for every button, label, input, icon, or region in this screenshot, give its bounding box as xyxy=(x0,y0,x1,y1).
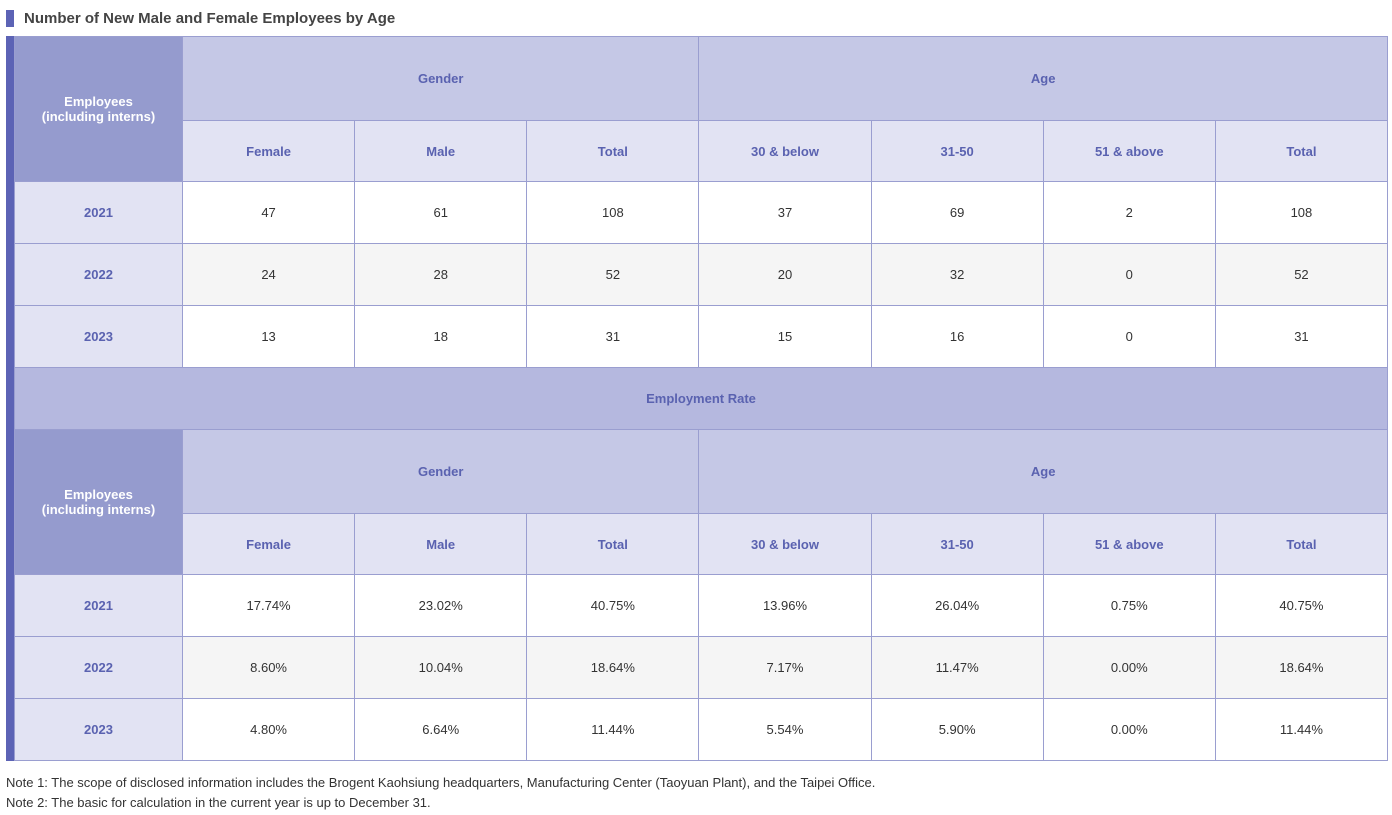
year-cell: 2022 xyxy=(14,636,183,699)
year-cell: 2021 xyxy=(14,574,183,637)
year-cell: 2023 xyxy=(14,698,183,761)
data-row: 2021 17.74% 23.02% 40.75% 13.96% 26.04% 0.75% 4… xyxy=(14,574,1389,637)
data-row: 2022 8.60% 10.04% 18.64% 7.17% 11.47% 0.00% 18.… xyxy=(14,636,1389,699)
cell: 40.75% xyxy=(526,574,700,637)
group-header: Age xyxy=(698,429,1388,514)
cell: 108 xyxy=(526,181,700,244)
header-row: Female Male Total 30 & below 31-50 51 & above… xyxy=(15,120,1389,182)
section-row: Employment Rate xyxy=(14,367,1388,430)
header-row: Employees (including interns) Gender Age xyxy=(14,36,1388,182)
title: Number of New Male and Female Employees … xyxy=(24,9,396,27)
cell: 20 xyxy=(698,243,872,306)
corner-header: Employees (including interns) xyxy=(14,36,183,182)
data-table: Employees (including interns) Gender Age Fe… xyxy=(14,36,1389,761)
cell: 8.60% xyxy=(181,636,356,699)
cell: 52 xyxy=(1214,243,1389,306)
cell: 26.04% xyxy=(870,574,1044,637)
cell: 17.74% xyxy=(181,574,356,637)
column-header: 30 & below xyxy=(698,120,872,182)
cell: 31 xyxy=(1214,305,1389,368)
cell: 61 xyxy=(354,181,528,244)
column-header: 31-50 xyxy=(870,120,1044,182)
table-wrap: Employees (including interns) Gender Age Fe… xyxy=(6,36,1389,761)
column-header: Total xyxy=(1214,513,1389,575)
section-title: Employment Rate xyxy=(14,367,1388,430)
column-header: Total xyxy=(526,513,700,575)
cell: 32 xyxy=(870,243,1044,306)
data-row: 2023 13 18 31 15 16 0 31 xyxy=(14,305,1389,368)
cell: 0.00% xyxy=(1042,636,1216,699)
corner-header: Employees (including interns) xyxy=(14,429,183,575)
cell: 0 xyxy=(1042,305,1216,368)
cell: 0.75% xyxy=(1042,574,1216,637)
cell: 28 xyxy=(354,243,528,306)
group-header: Gender xyxy=(181,36,700,121)
column-header: Total xyxy=(1214,120,1389,182)
cell: 18.64% xyxy=(526,636,700,699)
cell: 2 xyxy=(1042,181,1216,244)
cell: 31 xyxy=(526,305,700,368)
column-header: 30 & below xyxy=(698,513,872,575)
cell: 108 xyxy=(1214,181,1389,244)
year-cell: 2023 xyxy=(14,305,183,368)
year-cell: 2022 xyxy=(14,243,183,306)
cell: 11.47% xyxy=(870,636,1044,699)
column-header: Male xyxy=(354,513,528,575)
cell: 6.64% xyxy=(354,698,528,761)
column-header: 51 & above xyxy=(1042,120,1216,182)
notes: Note 1: The scope of disclosed informati… xyxy=(6,775,875,815)
cell: 15 xyxy=(698,305,872,368)
cell: 11.44% xyxy=(526,698,700,761)
title-bar: Number of New Male and Female Employees … xyxy=(6,9,395,27)
cell: 13.96% xyxy=(698,574,872,637)
column-header: Female xyxy=(181,120,356,182)
cell: 40.75% xyxy=(1214,574,1389,637)
cell: 0.00% xyxy=(1042,698,1216,761)
header-row: Employees (including interns) Gender Age xyxy=(14,429,1388,575)
cell: 52 xyxy=(526,243,700,306)
cell: 23.02% xyxy=(354,574,528,637)
cell: 16 xyxy=(870,305,1044,368)
cell: 10.04% xyxy=(354,636,528,699)
cell: 37 xyxy=(698,181,872,244)
cell: 18 xyxy=(354,305,528,368)
cell: 4.80% xyxy=(181,698,356,761)
cell: 11.44% xyxy=(1214,698,1389,761)
cell: 69 xyxy=(870,181,1044,244)
group-header: Gender xyxy=(181,429,700,514)
cell: 5.54% xyxy=(698,698,872,761)
data-row: 2021 47 61 108 37 69 2 108 xyxy=(14,181,1389,244)
cell: 0 xyxy=(1042,243,1216,306)
column-header: 51 & above xyxy=(1042,513,1216,575)
group-header: Age xyxy=(698,36,1388,121)
cell: 18.64% xyxy=(1214,636,1389,699)
cell: 24 xyxy=(181,243,356,306)
data-row: 2022 24 28 52 20 32 0 52 xyxy=(14,243,1389,306)
year-cell: 2021 xyxy=(14,181,183,244)
column-header: Male xyxy=(354,120,528,182)
column-header: Female xyxy=(181,513,356,575)
cell: 47 xyxy=(181,181,356,244)
cell: 5.90% xyxy=(870,698,1044,761)
cell: 13 xyxy=(181,305,356,368)
title-marker xyxy=(6,9,14,27)
column-header: 31-50 xyxy=(870,513,1044,575)
note: Note 2: The basic for calculation in the… xyxy=(6,795,431,810)
column-header: Total xyxy=(526,120,700,182)
header-row: Female Male Total 30 & below 31-50 51 & above… xyxy=(15,513,1389,575)
note: Note 1: The scope of disclosed informati… xyxy=(6,775,876,790)
cell: 7.17% xyxy=(698,636,872,699)
data-row: 2023 4.80% 6.64% 11.44% 5.54% 5.90% 0.00% 11.44… xyxy=(14,698,1389,761)
